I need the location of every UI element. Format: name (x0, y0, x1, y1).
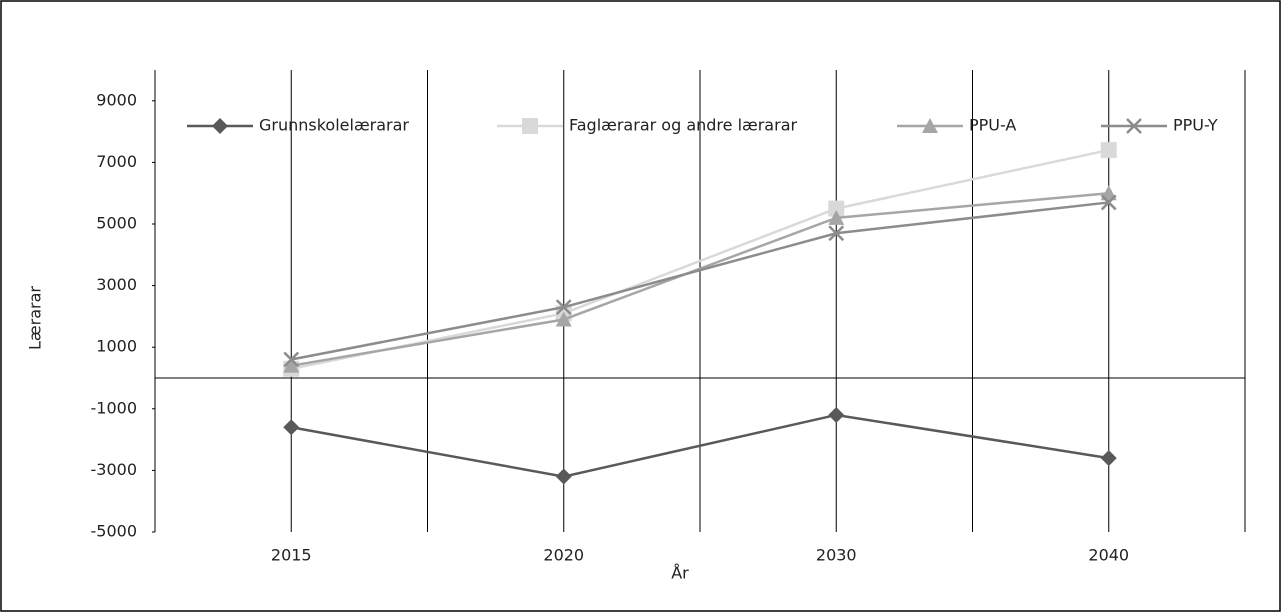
data-point (828, 406, 845, 423)
x-tick-label: 2020 (543, 546, 584, 565)
data-point (1100, 185, 1117, 201)
y-tick-label: 5000 (96, 214, 137, 233)
data-point (283, 419, 300, 436)
legend-marker (922, 118, 938, 133)
legend-label: Faglærarar og andre lærarar (569, 116, 797, 135)
x-tick-label: 2015 (271, 546, 312, 565)
data-point (828, 209, 845, 225)
data-point (283, 357, 300, 373)
data-point (1100, 142, 1117, 159)
y-tick-label: 1000 (96, 337, 137, 356)
y-tick-label: -1000 (91, 398, 138, 417)
data-point (828, 225, 845, 242)
series-line (291, 413, 1109, 478)
y-tick-label: -3000 (91, 460, 138, 479)
y-tick-label: 3000 (96, 275, 137, 294)
data-point (555, 299, 572, 316)
legend-marker (212, 118, 228, 134)
legend-label: Grunnskolelærarar (259, 116, 409, 135)
legend-marker (1126, 118, 1142, 134)
data-point (1100, 194, 1117, 211)
y-tick-label: -5000 (91, 522, 138, 541)
y-tick-label: 9000 (96, 90, 137, 109)
data-point (555, 311, 572, 327)
y-tick-label: 7000 (96, 152, 137, 171)
data-point (283, 351, 300, 368)
data-point (555, 468, 572, 485)
legend-label: PPU-Y (1173, 116, 1218, 135)
x-axis-label: År (671, 564, 689, 583)
legend-marker (522, 118, 538, 134)
data-point (1100, 450, 1117, 467)
y-axis-label: Lærarar (26, 286, 45, 350)
x-tick-label: 2040 (1088, 546, 1129, 565)
series-line (291, 148, 1110, 370)
series-line (291, 201, 1109, 361)
x-tick-label: 2030 (816, 546, 857, 565)
legend-label: PPU-A (969, 116, 1016, 135)
data-point (828, 200, 845, 217)
series-line (291, 191, 1109, 367)
